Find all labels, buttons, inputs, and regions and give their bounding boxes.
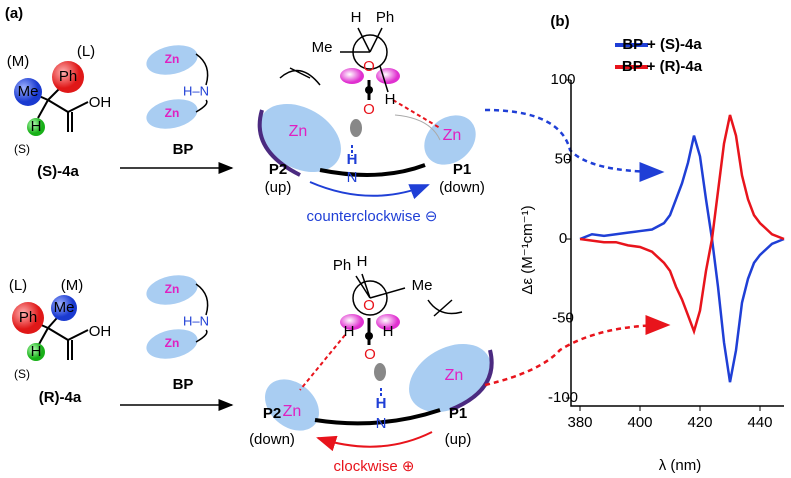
label: P2: [269, 161, 287, 178]
atom: Me: [412, 277, 433, 294]
atom: H: [376, 395, 387, 412]
y-tick-label: 0: [559, 230, 567, 247]
atom: Zn: [443, 127, 462, 144]
atom: H–N: [183, 83, 209, 98]
atom: H–N: [183, 313, 209, 328]
figure: (a) (M) (L) Me Ph H OH (S) (S)-4a Zn Zn …: [0, 0, 791, 478]
label: P1: [449, 405, 467, 422]
x-tick-label: 400: [627, 414, 652, 431]
complex-bottom: Ph H Me O H H O Zn Zn H N P2 (down) P1 (…: [249, 253, 503, 475]
y-tick-label: 100: [550, 71, 575, 88]
atom: H: [31, 343, 42, 360]
atom: Zn: [165, 336, 180, 350]
complex-top: H Ph Me O O H Zn Zn H N P2 (up) P1 (down…: [247, 9, 486, 225]
atom: Zn: [283, 403, 302, 420]
atom: O: [363, 58, 375, 75]
atom: H: [351, 9, 362, 26]
y-axis-label: Δε (M⁻¹cm⁻¹): [519, 205, 536, 294]
bp-bottom: Zn Zn H–N BP: [120, 271, 232, 405]
atom: Ph: [333, 257, 351, 274]
label: (M): [7, 53, 30, 70]
atom: H: [383, 323, 394, 340]
atom: O: [363, 297, 375, 314]
x-axis-label: λ (nm): [659, 457, 702, 474]
atom: Ph: [19, 309, 37, 326]
panel-b: (b) λ (nm) Δε (M⁻¹cm⁻¹) -100 -50 0 50 100 380…: [519, 13, 784, 474]
compound-name: (R)-4a: [39, 389, 82, 406]
data-line: [580, 136, 784, 382]
label: (L): [77, 43, 95, 60]
label: (up): [445, 431, 472, 448]
label: (up): [265, 179, 292, 196]
compound-name: (S)-4a: [37, 163, 79, 180]
atom: O: [363, 101, 375, 118]
atom: H: [347, 151, 358, 168]
atom: H: [31, 118, 42, 135]
atom: H: [357, 253, 368, 270]
atom: Zn: [289, 123, 308, 140]
legend-label: BP + (R)-4a: [622, 58, 703, 75]
panel-label: (b): [550, 13, 569, 30]
label: (M): [61, 277, 84, 294]
atom: OH: [89, 323, 112, 340]
atom: N: [376, 415, 387, 432]
atom: Ph: [376, 9, 394, 26]
label: (S): [14, 142, 30, 156]
label: (L): [9, 277, 27, 294]
label: BP: [173, 376, 194, 393]
label: (down): [439, 179, 485, 196]
molecule-s: (M) (L) Me Ph H OH (S) (S)-4a: [7, 43, 112, 180]
panel-label: (a): [5, 5, 23, 22]
label: BP: [173, 141, 194, 158]
label: (S): [14, 367, 30, 381]
atom: N: [347, 169, 358, 186]
atom: Me: [54, 299, 75, 316]
atom: Ph: [59, 68, 77, 85]
x-tick-label: 380: [567, 414, 592, 431]
atom: Me: [18, 83, 39, 100]
y-tick-label: -100: [548, 389, 578, 406]
label: P1: [453, 161, 471, 178]
link-arrow: [485, 110, 662, 172]
bp-top: Zn Zn H–N BP: [120, 41, 232, 168]
rotation-label: counterclockwise ⊖: [307, 208, 438, 225]
label: P2: [263, 405, 281, 422]
atom: H: [344, 323, 355, 340]
molecule-r: (L) (M) Ph Me H OH (S) (R)-4a: [9, 277, 111, 406]
data-line: [580, 115, 784, 331]
atom: O: [364, 346, 376, 363]
atom: Zn: [165, 106, 180, 120]
label: (down): [249, 431, 295, 448]
atom: H: [385, 91, 396, 108]
legend-label: BP + (S)-4a: [622, 36, 702, 53]
link-arrow: [485, 325, 668, 385]
rotation-label: clockwise ⊕: [334, 458, 415, 475]
atom: Zn: [165, 52, 180, 66]
atom: Zn: [445, 367, 464, 384]
atom: Zn: [165, 282, 180, 296]
x-tick-label: 420: [687, 414, 712, 431]
atom: Me: [312, 39, 333, 56]
x-tick-label: 440: [747, 414, 772, 431]
y-tick-label: 50: [555, 150, 572, 167]
y-tick-label: -50: [552, 310, 574, 327]
atom: OH: [89, 94, 112, 111]
